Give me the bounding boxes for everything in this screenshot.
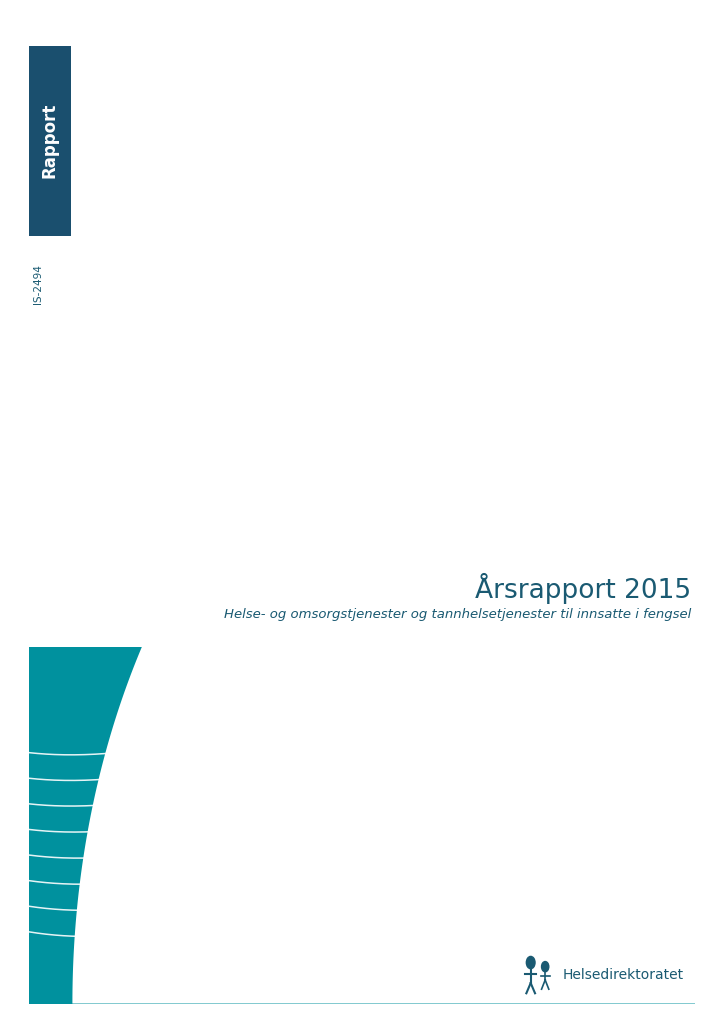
Text: Helsedirektoratet: Helsedirektoratet [563, 968, 684, 982]
Bar [29, 46, 71, 236]
Text: Årsrapport 2015: Årsrapport 2015 [475, 573, 691, 604]
Bar [29, 647, 695, 1004]
Circle shape [542, 962, 549, 972]
Polygon shape [29, 307, 724, 1004]
Text: IS-2494: IS-2494 [33, 264, 43, 304]
Text: Helse- og omsorgstjenester og tannhelsetjenester til innsatte i fengsel: Helse- og omsorgstjenester og tannhelset… [224, 608, 691, 622]
Text: Rapport: Rapport [41, 103, 59, 178]
Circle shape [526, 956, 535, 969]
